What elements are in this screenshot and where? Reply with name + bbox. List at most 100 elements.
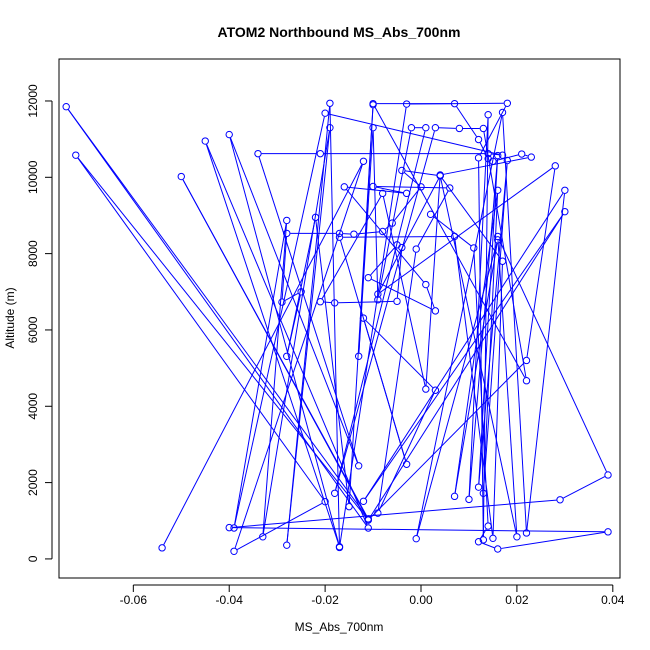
y-tick-label: 4000 [26,393,40,420]
series-segment [338,300,394,304]
data-point [335,233,344,241]
x-tick-label: -0.06 [120,593,148,607]
series-segment [323,301,332,304]
data-point [479,536,488,544]
data-point [436,172,444,180]
data-point [331,299,339,307]
data-point [604,528,612,536]
data-point [283,216,291,225]
series-segment [501,531,605,549]
series-segment [163,164,363,545]
series-segment [481,542,495,549]
data-point [556,496,564,504]
series-segment [497,240,518,534]
data-point [321,109,329,117]
data-point [422,385,430,393]
data-point [402,460,411,468]
y-tick-label: 10000 [26,160,40,194]
series-segment [491,153,499,156]
series-segment [425,178,441,386]
data-point [398,166,406,175]
series-segment [492,264,503,535]
series-segment [321,196,382,299]
data-point [345,502,353,511]
data-point [494,236,502,244]
data-point [494,186,502,194]
series-segment [234,223,287,525]
x-axis: -0.06 -0.04 -0.02 0.00 0.02 0.04 [120,584,625,607]
data-point [364,516,372,524]
data-point [369,99,377,108]
series-segment [417,190,449,247]
series-segment [454,243,498,493]
data-point [374,296,382,304]
data-point [230,524,238,532]
series-segment [378,393,435,511]
data-point [522,377,531,385]
data-point [474,538,483,546]
data-point [283,229,291,238]
series-segment [365,193,564,499]
data-point [522,529,531,537]
series-segment [468,118,489,496]
series-segment [335,131,435,490]
series-segment [328,113,500,155]
series-segment [67,109,367,526]
series-segment [473,251,489,523]
data-point [446,184,454,192]
series-segment [205,144,339,544]
y-tick-label: 12000 [26,84,40,118]
data-point [354,462,363,470]
x-axis-label: MS_Abs_700nm [295,620,384,634]
series-segment [483,131,527,378]
data-point [364,524,372,532]
data-point [340,183,348,191]
series-segment [441,178,501,259]
series-segment [365,320,434,389]
data-point [316,298,325,306]
data-point [494,545,502,553]
series-segment [563,476,606,499]
data-point [431,123,440,132]
data-point [551,162,559,170]
data-point [604,471,612,479]
data-point [503,156,512,165]
data-point [498,108,507,117]
data-point [513,533,521,541]
data-point [417,183,425,191]
series-lines [67,102,607,551]
data-point [326,99,334,107]
series-segment [340,240,407,461]
data-point [225,130,233,139]
series-segment [206,144,368,525]
data-point [489,157,497,165]
data-point [321,497,329,506]
series-segment [369,214,564,518]
series-segment [370,247,396,276]
data-point [518,150,526,158]
series-segment [357,231,380,235]
data-point [412,245,420,253]
data-point [316,149,325,158]
data-point [431,386,440,394]
data-point [359,497,368,505]
series-segment [380,167,553,293]
series-segment [286,220,316,353]
series-segment [77,157,324,500]
data-point [259,533,267,541]
data-point [422,123,430,132]
series-segment [67,109,367,517]
x-tick-label: 0.02 [505,593,529,607]
series-segment [438,127,456,129]
data-point [311,213,320,222]
y-tick-label: 6000 [26,316,40,343]
chart-title: ATOM2 Northbound MS_Abs_700nm [218,24,461,40]
data-point [335,543,344,552]
series-segment [426,287,435,308]
series-segment [329,106,340,544]
series-segment [416,243,498,536]
series-segment [229,137,340,544]
series-segment [347,186,404,194]
series-segment [443,157,528,175]
